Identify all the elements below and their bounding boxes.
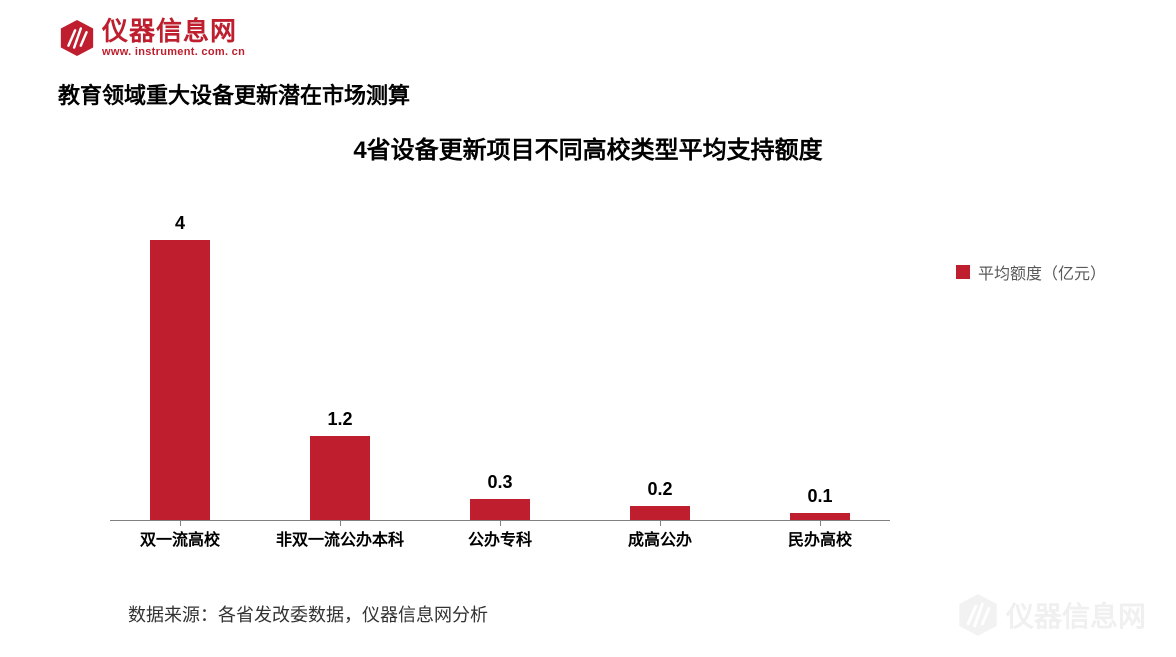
axis-tick [180,520,181,526]
bar-slot: 1.2 [260,409,420,520]
bar-slot: 4 [100,213,260,520]
axis-tick [500,520,501,526]
bar-rect [150,240,210,520]
data-source: 数据来源：各省发改委数据，仪器信息网分析 [128,601,488,627]
bar-value-label: 0.2 [647,479,672,500]
watermark: 仪器信息网 [956,593,1146,637]
bar-rect [630,506,690,520]
bar-slot: 0.1 [740,486,900,520]
bar-rect [310,436,370,520]
bar-value-label: 1.2 [327,409,352,430]
legend-swatch-icon [956,265,970,279]
legend: 平均额度（亿元） [956,260,1106,284]
x-axis-label: 非双一流公办本科 [260,526,420,550]
x-axis-label: 民办高校 [740,526,900,550]
x-axis-label: 成高公办 [580,526,740,550]
bar-rect [470,499,530,520]
watermark-mark-icon [956,593,1000,637]
axis-tick [660,520,661,526]
legend-label: 平均额度（亿元） [978,260,1106,284]
bar-chart: 4 1.2 0.3 0.2 0.1 双一流高校非双一流公办本科公办专科成高公办民办高校 [100,170,900,550]
watermark-text: 仪器信息网 [1006,595,1146,635]
x-axis-labels: 双一流高校非双一流公办本科公办专科成高公办民办高校 [100,526,900,550]
chart-title: 4省设备更新项目不同高校类型平均支持额度 [0,130,1176,165]
bar-value-label: 0.1 [807,486,832,507]
x-axis-label: 双一流高校 [100,526,260,550]
x-axis-label: 公办专科 [420,526,580,550]
bar-value-label: 0.3 [487,472,512,493]
section-title: 教育领域重大设备更新潜在市场测算 [58,78,410,110]
logo-mark-icon [58,19,96,57]
logo-text-en: www. instrument. com. cn [102,46,245,58]
bars-container: 4 1.2 0.3 0.2 0.1 [100,200,900,520]
axis-tick [820,520,821,526]
brand-logo: 仪器信息网 www. instrument. com. cn [58,18,245,58]
bar-slot: 0.3 [420,472,580,520]
bar-value-label: 4 [175,213,185,234]
bar-slot: 0.2 [580,479,740,520]
axis-tick [340,520,341,526]
bar-rect [790,513,850,520]
logo-text-cn: 仪器信息网 [102,18,245,44]
